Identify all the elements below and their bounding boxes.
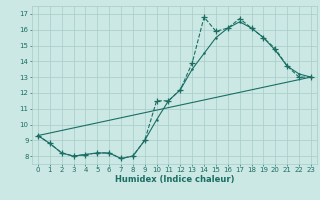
X-axis label: Humidex (Indice chaleur): Humidex (Indice chaleur) xyxy=(115,175,234,184)
